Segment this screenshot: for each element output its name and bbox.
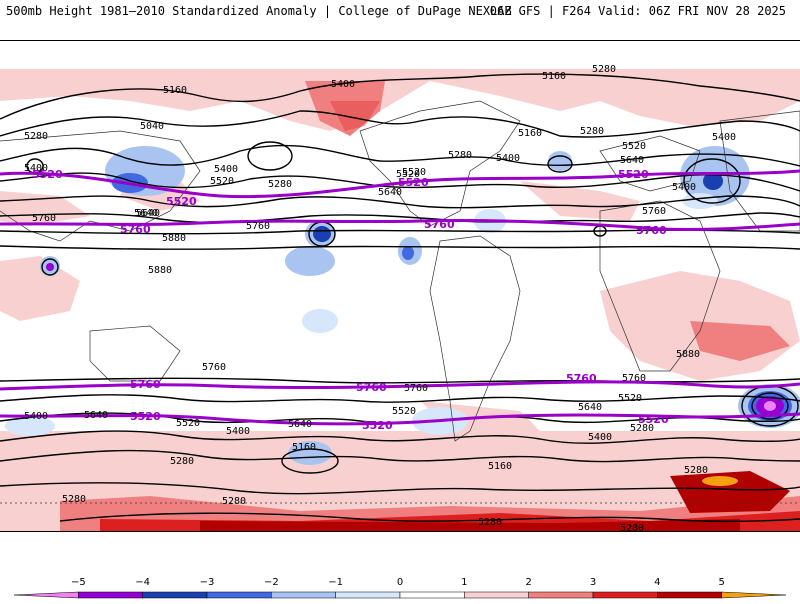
contour-label: 5280 bbox=[268, 179, 292, 190]
contour-label: 5280 bbox=[170, 456, 194, 467]
purple-contour-label: 5520 bbox=[130, 410, 161, 423]
colorbar-tick-label: −1 bbox=[328, 577, 343, 588]
colorbar-tick-label: 5 bbox=[718, 577, 724, 588]
contour-label: 5160 bbox=[518, 128, 542, 139]
contour-label: 5400 bbox=[672, 182, 696, 193]
colorbar-segment bbox=[271, 591, 336, 599]
height-contours bbox=[0, 73, 800, 523]
contour-label: 5280 bbox=[592, 64, 616, 75]
anomaly-map: 5160 5280 5040 5280 5400 5520 5640 5160 … bbox=[0, 40, 800, 532]
contour-label: 5760 bbox=[246, 221, 270, 232]
contour-label: 5400 bbox=[588, 432, 612, 443]
height-contour-labels: 5160 5280 5040 5280 5400 5520 5640 5160 … bbox=[24, 64, 736, 531]
colorbar-segment bbox=[206, 591, 272, 599]
contour-label: 5640 bbox=[134, 208, 158, 219]
contour-label: 5520 bbox=[176, 418, 200, 429]
contour-label: 5520 bbox=[618, 393, 642, 404]
contour-label: 5400 bbox=[331, 79, 355, 90]
purple-contour-label: 5520 bbox=[638, 413, 669, 426]
colorbar-tick-label: 0 bbox=[397, 577, 403, 588]
contour-label: 5280 bbox=[620, 523, 644, 531]
purple-contour-label: 5760 bbox=[636, 224, 667, 237]
purple-contour-label: 5520 bbox=[618, 168, 649, 181]
contour-label: 5040 bbox=[140, 121, 164, 132]
reference-contours bbox=[0, 169, 800, 426]
purple-contour-label: 5520 bbox=[166, 195, 197, 208]
contour-label: 5640 bbox=[288, 419, 312, 430]
contour-label: 5640 bbox=[84, 410, 108, 421]
contour-label: 5400 bbox=[24, 411, 48, 422]
contour-label: 5160 bbox=[163, 85, 187, 96]
colorbar-segment bbox=[142, 591, 208, 599]
contour-label: 5760 bbox=[642, 206, 666, 217]
map-title: 500mb Height 1981–2010 Standardized Anom… bbox=[6, 4, 512, 18]
colorbar-tick-label: −2 bbox=[264, 577, 279, 588]
contour-label: 5160 bbox=[488, 461, 512, 472]
contour-label: 5640 bbox=[620, 155, 644, 166]
contour-label: 5400 bbox=[496, 153, 520, 164]
contour-label: 5280 bbox=[478, 517, 502, 528]
contour-label: 5160 bbox=[292, 442, 316, 453]
colorbar: −5 −4 −3 −2 −1 0 1 2 3 4 5 bbox=[0, 570, 800, 600]
contour-label: 5760 bbox=[404, 383, 428, 394]
contour-label: 5280 bbox=[580, 126, 604, 137]
positive-anomaly-layer bbox=[0, 69, 800, 531]
contour-label: 5280 bbox=[684, 465, 708, 476]
contour-label: 5400 bbox=[226, 426, 250, 437]
contour-label: 5280 bbox=[62, 494, 86, 505]
contour-label: 5400 bbox=[214, 164, 238, 175]
contour-label: 5400 bbox=[24, 163, 48, 174]
contour-label: 5640 bbox=[136, 208, 160, 219]
colorbar-segment bbox=[464, 591, 529, 599]
contour-label: 5280 bbox=[630, 423, 654, 434]
contour-label: 5640 bbox=[378, 187, 402, 198]
contour-label: 5880 bbox=[148, 265, 172, 276]
contour-label: 5640 bbox=[578, 402, 602, 413]
contour-label: 5280 bbox=[222, 496, 246, 507]
colorbar-tick-label: −5 bbox=[71, 577, 86, 588]
colorbar-tick-label: 1 bbox=[461, 577, 467, 588]
reference-contour-labels: 5520 5760 5520 5760 5520 5760 5760 5760 … bbox=[32, 168, 669, 432]
colorbar-segment bbox=[78, 591, 143, 599]
colorbar-canvas: −5 −4 −3 −2 −1 0 1 2 3 4 5 bbox=[13, 577, 787, 599]
colorbar-tick-label: −4 bbox=[135, 577, 150, 588]
colorbar-segment bbox=[721, 591, 787, 599]
purple-contour-label: 5760 bbox=[130, 378, 161, 391]
contour-label: 5280 bbox=[448, 150, 472, 161]
purple-contour-label: 5760 bbox=[566, 372, 597, 385]
colorbar-segment bbox=[335, 591, 401, 599]
contour-label: 5520 bbox=[396, 169, 420, 180]
colorbar-tick-label: 2 bbox=[525, 577, 531, 588]
contour-label: 5760 bbox=[622, 373, 646, 384]
contour-label: 5520 bbox=[622, 141, 646, 152]
purple-contour-label: 5520 bbox=[32, 168, 63, 181]
map-canvas: 5160 5280 5040 5280 5400 5520 5640 5160 … bbox=[0, 64, 800, 531]
colorbar-tick-label: 3 bbox=[590, 577, 596, 588]
contour-label: 5760 bbox=[202, 362, 226, 373]
purple-contour-label: 5760 bbox=[424, 218, 455, 231]
contour-label: 5880 bbox=[676, 349, 700, 360]
contour-label: 5520 bbox=[402, 167, 426, 178]
colorbar-segment bbox=[592, 591, 658, 599]
purple-contour-label: 5760 bbox=[120, 223, 151, 236]
contour-label: 5280 bbox=[24, 131, 48, 142]
colorbar-segment bbox=[528, 591, 594, 599]
contour-label: 5160 bbox=[542, 71, 566, 82]
colorbar-tick-label: 4 bbox=[654, 577, 660, 588]
purple-contour-label: 5520 bbox=[398, 176, 429, 189]
purple-contour-label: 5760 bbox=[356, 381, 387, 394]
colorbar-segment bbox=[399, 591, 465, 599]
purple-contour-label: 5520 bbox=[362, 419, 393, 432]
contour-label: 5520 bbox=[392, 406, 416, 417]
coastline-layer bbox=[0, 100, 800, 504]
model-run-info: 06Z GFS | F264 Valid: 06Z FRI NOV 28 202… bbox=[489, 4, 786, 18]
contour-label: 5520 bbox=[210, 176, 234, 187]
contour-label: 5400 bbox=[712, 132, 736, 143]
colorbar-segment bbox=[657, 591, 722, 599]
colorbar-segment bbox=[13, 591, 79, 599]
contour-label: 5760 bbox=[32, 213, 56, 224]
colorbar-tick-label: −3 bbox=[200, 577, 215, 588]
contour-label: 5880 bbox=[162, 233, 186, 244]
